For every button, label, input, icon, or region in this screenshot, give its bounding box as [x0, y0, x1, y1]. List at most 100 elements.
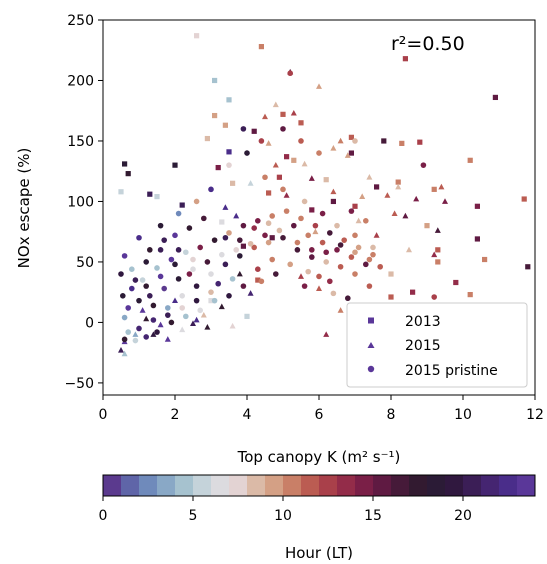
point-2015 — [247, 290, 254, 296]
point-2015 — [193, 316, 200, 323]
point-2015-pristine — [229, 276, 236, 282]
x-axis-title: Top canopy K (m² s⁻¹) — [237, 448, 401, 466]
point-2013 — [280, 111, 286, 117]
point-2015-pristine — [168, 256, 175, 263]
point-2015 — [157, 321, 164, 328]
point-2015 — [172, 297, 178, 304]
point-2013 — [258, 44, 264, 50]
colorbar-segment — [517, 475, 536, 496]
y-axis: −50 0 50 100 150 200 250 — [64, 13, 103, 392]
point-2015 — [312, 228, 319, 235]
point-2015-pristine — [150, 302, 157, 309]
point-2015-pristine — [168, 319, 175, 326]
point-2015-pristine — [186, 225, 193, 231]
point-2015 — [413, 195, 420, 202]
point-2013 — [388, 294, 394, 300]
point-2015-pristine — [316, 150, 322, 156]
point-2013 — [219, 219, 225, 225]
point-2015 — [247, 180, 254, 186]
point-2015 — [359, 193, 366, 200]
point-2015 — [395, 183, 402, 190]
colorbar-tick-label: 20 — [454, 508, 472, 524]
point-2015-pristine — [143, 259, 149, 265]
point-2015 — [118, 347, 124, 353]
point-2015 — [434, 227, 441, 233]
point-2015-pristine — [352, 138, 358, 144]
point-2013 — [482, 256, 488, 263]
point-2015-pristine — [165, 305, 171, 311]
point-2015-pristine — [337, 263, 344, 270]
point-2013 — [492, 94, 498, 101]
colorbar-frame — [102, 474, 536, 497]
point-2015 — [204, 324, 211, 330]
point-2015-pristine — [352, 232, 358, 239]
colorbar-segment — [157, 475, 176, 496]
point-2015 — [290, 109, 297, 116]
point-2015-pristine — [147, 247, 153, 253]
point-2015-pristine — [226, 230, 232, 236]
point-2015-pristine — [132, 277, 139, 283]
point-2015-pristine — [219, 251, 225, 258]
point-2015-pristine — [139, 277, 146, 283]
point-2015-pristine — [348, 208, 355, 214]
point-2015-pristine — [298, 215, 304, 222]
point-2015-pristine — [226, 293, 232, 299]
point-2015 — [438, 183, 445, 190]
point-2015 — [200, 311, 207, 318]
colorbar-segment — [193, 475, 212, 496]
point-2013 — [525, 264, 531, 270]
point-2015-pristine — [240, 283, 247, 289]
point-2013 — [276, 174, 282, 180]
point-2015-pristine — [319, 210, 326, 217]
point-2013 — [417, 139, 423, 145]
point-2015-pristine — [355, 244, 362, 251]
point-2015-pristine — [193, 198, 200, 205]
point-2015 — [308, 175, 315, 181]
point-2013 — [208, 298, 214, 304]
point-2013 — [212, 112, 218, 119]
point-2015-pristine — [247, 240, 254, 247]
point-2013 — [381, 138, 387, 144]
point-2015-pristine — [341, 237, 348, 243]
point-2015 — [366, 174, 373, 180]
point-2015-pristine — [175, 247, 182, 253]
point-2015-pristine — [244, 150, 250, 156]
point-2015-pristine — [165, 312, 171, 318]
point-2013 — [204, 135, 210, 142]
y-tick-label: 0 — [85, 315, 94, 331]
legend-marker-2013 — [368, 317, 374, 324]
point-2015-pristine — [179, 305, 185, 311]
point-2015 — [164, 336, 171, 342]
point-2013 — [348, 134, 354, 140]
point-2015-pristine — [157, 247, 164, 253]
point-2015 — [316, 83, 322, 89]
point-2015 — [337, 307, 344, 313]
point-2015-pristine — [172, 261, 178, 268]
point-2015-pristine — [208, 289, 214, 295]
point-2015 — [283, 192, 290, 198]
point-2015-pristine — [280, 126, 286, 132]
y-tick-label: −50 — [64, 376, 94, 392]
point-2013 — [291, 157, 297, 163]
legend-label-2013: 2013 — [405, 314, 441, 330]
point-2015-pristine — [237, 253, 243, 259]
colorbar-segment — [139, 475, 158, 496]
point-2015-pristine — [291, 222, 297, 229]
point-2015-pristine — [121, 336, 128, 343]
point-2015-pristine — [370, 244, 376, 251]
colorbar-segment — [355, 475, 374, 496]
point-2015-pristine — [258, 138, 265, 144]
colorbar-segment — [481, 475, 500, 496]
colorbar-segment — [229, 475, 248, 496]
point-2013 — [284, 154, 290, 160]
colorbar-segment — [445, 475, 464, 496]
point-2015-pristine — [193, 297, 200, 304]
colorbar-segment — [463, 475, 482, 496]
point-2013 — [226, 149, 232, 155]
point-2013 — [240, 243, 246, 249]
x-tick-label: 12 — [526, 407, 544, 423]
point-2015-pristine — [316, 273, 322, 280]
point-2015 — [229, 322, 236, 329]
colorbar-segment — [409, 475, 428, 496]
